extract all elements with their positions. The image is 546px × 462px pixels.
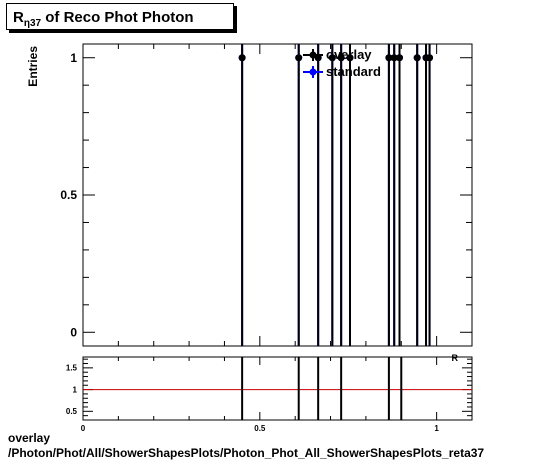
main-panel: 0 0.5 1 R Entries: [26, 43, 473, 363]
y-tick-label: 0.5: [66, 407, 78, 416]
legend-label: overlay: [326, 47, 372, 62]
data-point: [238, 54, 246, 62]
legend: overlay standard: [303, 47, 381, 79]
legend-marker: [309, 51, 317, 59]
plot-frame: [82, 43, 473, 347]
y-tick-label: 0: [70, 325, 77, 339]
legend-marker: [309, 68, 317, 76]
y-tick-label: 1.5: [66, 364, 78, 373]
data-point: [390, 54, 398, 62]
data-point: [295, 54, 303, 62]
ratio-panel: 0 0.5 10.511.5: [66, 356, 473, 433]
y-tick-label: 0.5: [60, 188, 77, 202]
legend-label: standard: [326, 64, 381, 79]
footer-path: /Photon/Phot/All/ShowerShapesPlots/Photo…: [8, 446, 485, 460]
x-tick-label: 1: [434, 424, 439, 433]
footer-label: overlay: [8, 431, 51, 445]
data-point: [385, 54, 393, 62]
x-tick-label: 0.5: [254, 424, 266, 433]
data-point: [337, 54, 345, 62]
y-axis-label: Entries: [26, 46, 40, 87]
x-tick-label: 0: [81, 424, 86, 433]
data-point: [413, 54, 421, 62]
plot-frame: [82, 356, 473, 421]
data-point: [346, 54, 354, 62]
chart-title: Rη37 of Reco Phot Photon: [6, 3, 234, 30]
data-point: [426, 54, 434, 62]
data-point: [328, 54, 336, 62]
y-tick-label: 1: [70, 51, 77, 65]
y-tick-label: 1: [73, 385, 78, 394]
data-point: [396, 54, 404, 62]
x-axis-label: R: [452, 353, 459, 363]
